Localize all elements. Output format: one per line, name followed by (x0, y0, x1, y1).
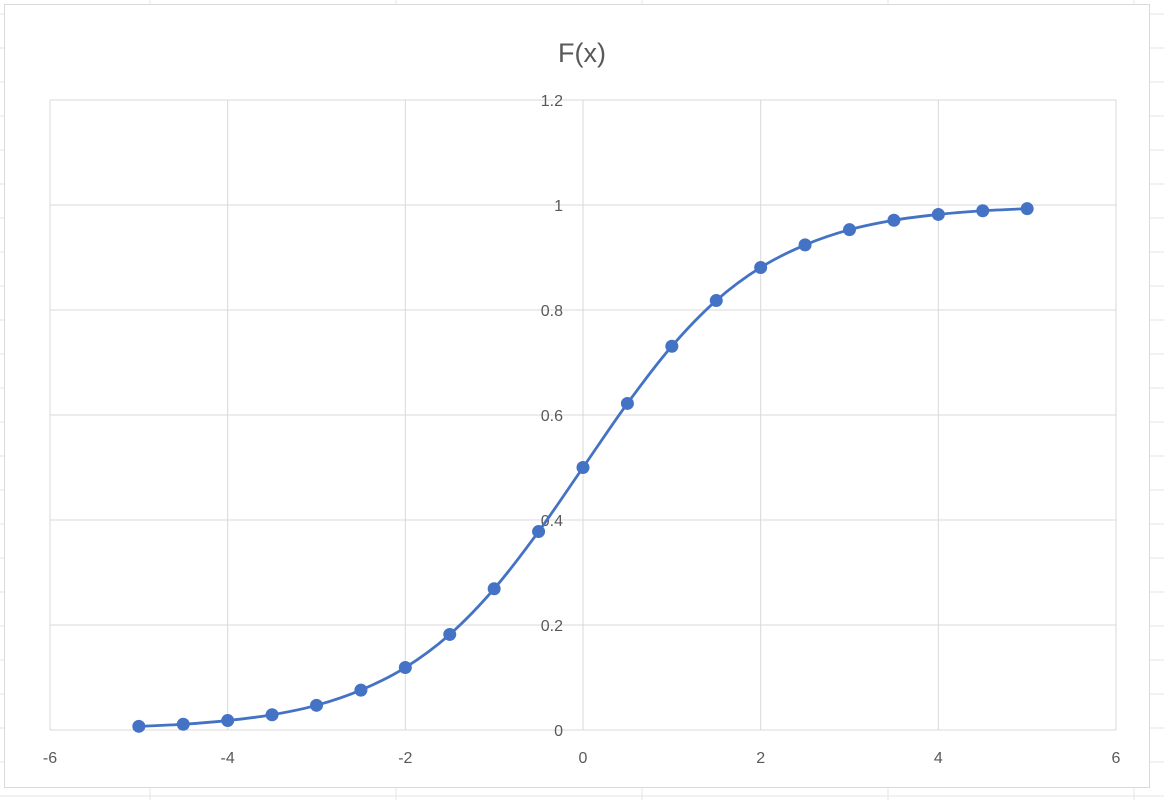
data-point[interactable] (310, 698, 323, 712)
y-tick-label: 0.4 (541, 513, 563, 530)
series-layer (132, 202, 1034, 733)
y-tick-label: 1 (554, 198, 563, 215)
chart-area[interactable]: F(x) 0 0.2 0.4 0.6 0.8 1 1.2 -6 -4 -2 0 2 4 6 (4, 4, 1150, 788)
data-point[interactable] (487, 582, 501, 596)
x-tick-label: -6 (43, 750, 57, 767)
x-tick-label: 6 (1112, 750, 1121, 767)
y-tick-label: 0 (554, 723, 563, 740)
x-tick-label: -2 (398, 750, 412, 767)
data-point[interactable] (354, 683, 368, 697)
data-point[interactable] (709, 294, 723, 308)
data-point[interactable] (843, 223, 856, 237)
data-point[interactable] (931, 207, 945, 221)
data-point[interactable] (221, 714, 235, 728)
data-point[interactable] (398, 661, 412, 675)
x-tick-label: 0 (579, 750, 588, 767)
data-point[interactable] (798, 238, 812, 252)
y-axis-tick-labels: 0 0.2 0.4 0.6 0.8 1 1.2 (541, 93, 563, 740)
data-point[interactable] (754, 260, 768, 274)
data-point[interactable] (443, 627, 457, 641)
x-tick-label: 4 (934, 750, 943, 767)
chart-title: F(x) (558, 38, 606, 68)
data-point[interactable] (887, 213, 901, 227)
y-tick-label: 0.6 (541, 408, 563, 425)
data-point[interactable] (976, 204, 990, 218)
data-point[interactable] (132, 719, 146, 733)
y-tick-label: 0.2 (541, 618, 563, 635)
x-axis-tick-labels: -6 -4 -2 0 2 4 6 (43, 750, 1121, 767)
data-point[interactable] (176, 717, 190, 731)
data-point[interactable] (576, 461, 590, 474)
y-tick-label: 0.8 (541, 303, 563, 320)
data-point[interactable] (265, 708, 279, 722)
data-point[interactable] (532, 525, 546, 539)
data-point[interactable] (620, 396, 634, 410)
chart-svg: F(x) 0 0.2 0.4 0.6 0.8 1 1.2 -6 -4 -2 0 2 4 6 (43, 38, 1121, 767)
gridlines (49, 99, 1117, 731)
x-tick-label: -4 (221, 750, 235, 767)
data-point[interactable] (1020, 202, 1034, 216)
x-tick-label: 2 (756, 750, 765, 767)
y-tick-label: 1.2 (541, 93, 563, 110)
data-point[interactable] (665, 339, 679, 353)
